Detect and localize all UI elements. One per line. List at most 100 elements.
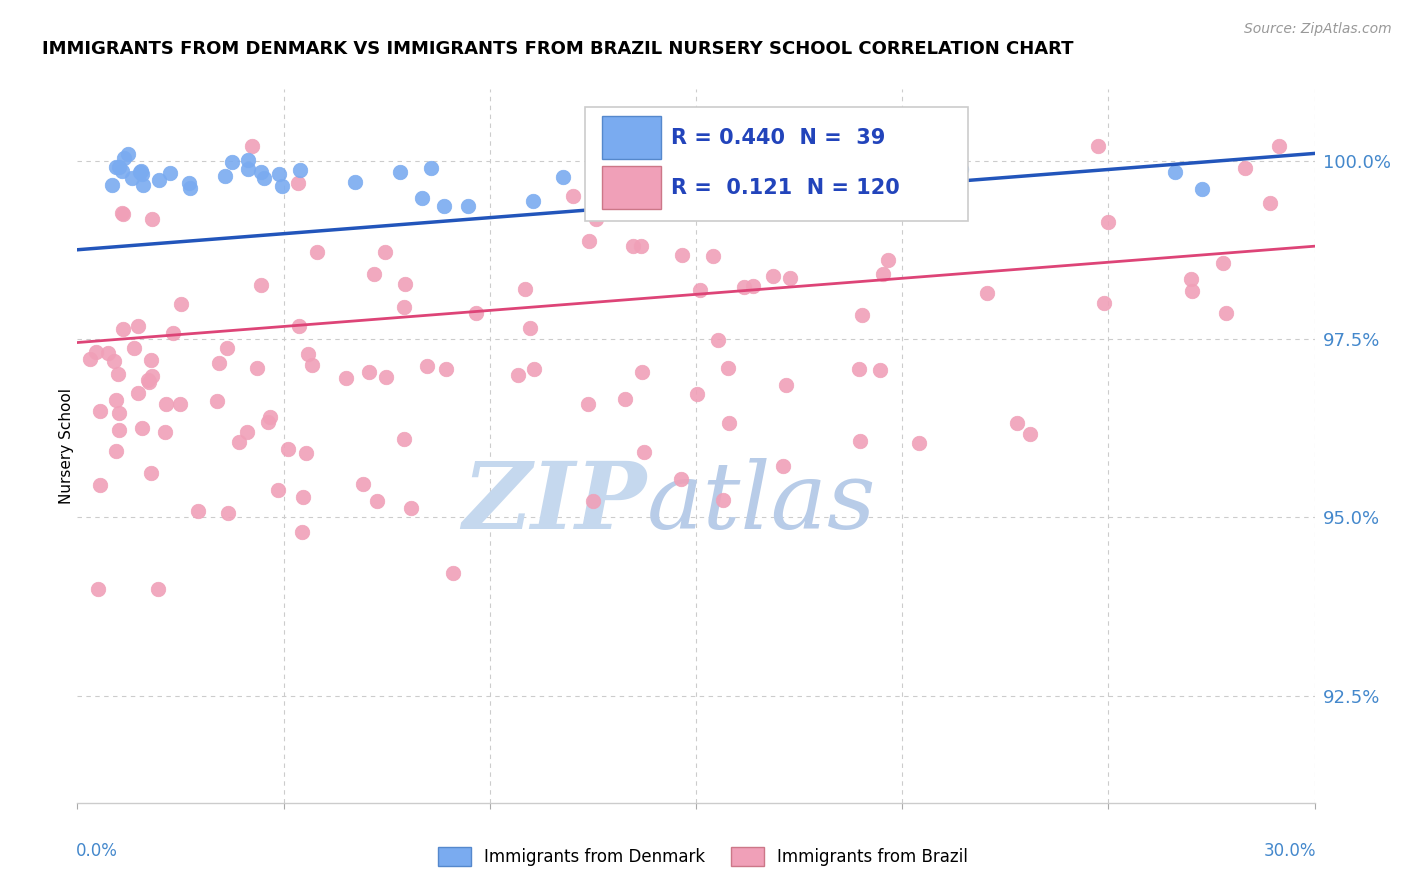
Point xyxy=(908,436,931,450)
Point xyxy=(155,425,177,440)
Point xyxy=(155,396,177,410)
Point xyxy=(162,326,184,341)
Point xyxy=(671,248,693,262)
Point xyxy=(631,365,654,379)
Point xyxy=(506,368,529,382)
Point xyxy=(702,249,724,263)
Point xyxy=(464,306,486,320)
Y-axis label: Nursery School: Nursery School xyxy=(59,388,73,504)
Point xyxy=(849,169,872,184)
Point xyxy=(665,181,688,195)
Point xyxy=(1215,306,1237,320)
Point xyxy=(240,139,263,153)
Point xyxy=(246,361,269,376)
Point xyxy=(104,160,127,174)
Point xyxy=(1258,196,1281,211)
Point xyxy=(215,342,238,356)
Point xyxy=(578,234,600,248)
Point xyxy=(718,416,741,430)
Point xyxy=(976,285,998,300)
Point xyxy=(374,370,396,384)
Point xyxy=(79,351,101,366)
Point xyxy=(772,458,794,473)
Point xyxy=(84,345,107,359)
Point xyxy=(775,378,797,392)
Point xyxy=(441,566,464,580)
FancyBboxPatch shape xyxy=(602,116,661,159)
Point xyxy=(141,466,163,480)
Point xyxy=(292,491,315,505)
Point xyxy=(374,245,396,260)
Point xyxy=(633,445,655,459)
Point xyxy=(1018,427,1040,442)
Point xyxy=(205,394,228,409)
Point xyxy=(1212,256,1234,270)
Point xyxy=(249,165,271,179)
Point xyxy=(301,358,323,372)
Point xyxy=(117,147,139,161)
Point xyxy=(852,188,875,202)
Point xyxy=(585,212,607,227)
Point xyxy=(270,179,292,194)
Point xyxy=(131,421,153,435)
Point xyxy=(344,175,367,189)
Point xyxy=(269,167,291,181)
Point xyxy=(112,207,135,221)
Point xyxy=(851,309,873,323)
Point xyxy=(621,239,644,253)
Point xyxy=(287,318,309,333)
Text: R = 0.440  N =  39: R = 0.440 N = 39 xyxy=(671,128,886,148)
Point xyxy=(1092,296,1115,310)
Point xyxy=(392,300,415,314)
Point xyxy=(1191,182,1213,196)
Point xyxy=(121,170,143,185)
Point xyxy=(716,360,738,375)
Point xyxy=(416,359,439,373)
Point xyxy=(138,375,160,389)
Point xyxy=(287,176,309,190)
Point xyxy=(170,296,193,310)
Point xyxy=(146,582,169,596)
Point xyxy=(389,165,412,179)
Point xyxy=(111,163,134,178)
Point xyxy=(613,392,636,406)
FancyBboxPatch shape xyxy=(602,166,661,209)
Point xyxy=(89,403,111,417)
Point xyxy=(869,363,891,377)
Point xyxy=(914,163,936,178)
Point xyxy=(912,158,935,172)
Point xyxy=(515,282,537,296)
Point xyxy=(249,278,271,293)
Point xyxy=(872,268,894,282)
Text: Source: ZipAtlas.com: Source: ZipAtlas.com xyxy=(1244,22,1392,37)
Point xyxy=(399,501,422,516)
Point xyxy=(420,161,443,176)
Point xyxy=(353,477,375,491)
Point xyxy=(217,506,239,520)
Point xyxy=(762,268,785,283)
Point xyxy=(686,387,709,401)
Text: 0.0%: 0.0% xyxy=(76,842,118,860)
Point xyxy=(683,139,706,153)
Point xyxy=(711,492,734,507)
Point xyxy=(291,525,314,540)
FancyBboxPatch shape xyxy=(585,107,969,221)
Point xyxy=(214,169,236,183)
Point xyxy=(949,162,972,177)
Point xyxy=(105,393,128,408)
Point xyxy=(169,397,191,411)
Point xyxy=(131,167,153,181)
Point xyxy=(582,494,605,508)
Point xyxy=(288,163,311,178)
Point xyxy=(1234,161,1257,175)
Point xyxy=(101,178,124,192)
Legend: Immigrants from Denmark, Immigrants from Brazil: Immigrants from Denmark, Immigrants from… xyxy=(429,838,977,875)
Point xyxy=(915,152,938,166)
Point xyxy=(108,423,131,437)
Point xyxy=(127,319,149,334)
Point xyxy=(127,385,149,400)
Point xyxy=(97,346,120,360)
Point xyxy=(849,434,872,448)
Point xyxy=(1087,139,1109,153)
Point xyxy=(1181,284,1204,298)
